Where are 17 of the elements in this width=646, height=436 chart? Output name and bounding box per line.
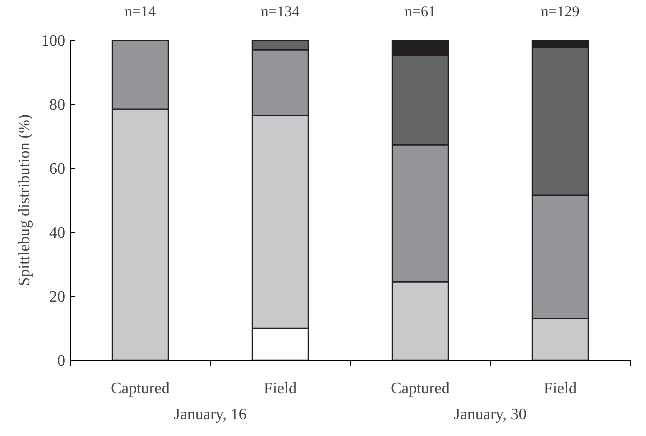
y-tick-label: 100 — [42, 33, 66, 50]
text: January, 30 — [454, 406, 527, 424]
x-tick-label: Field — [544, 380, 577, 398]
text: n=134 — [261, 4, 300, 20]
text: n=61 — [405, 4, 436, 20]
text: n=129 — [541, 4, 580, 20]
x-tick-label: Captured — [111, 380, 170, 398]
y-tick-label: 40 — [50, 225, 66, 242]
x-tick-label: Field — [264, 380, 297, 398]
y-tick-label: 0 — [58, 353, 66, 370]
x-tick-label: Captured — [391, 380, 450, 398]
y-tick-label: 80 — [50, 97, 66, 114]
text: n=14 — [125, 4, 156, 20]
y-axis-title: Spittlebug distribution (%) — [16, 114, 34, 286]
y-tick-label: 20 — [50, 289, 66, 306]
text: January, 16 — [174, 406, 247, 424]
y-tick-label: 60 — [50, 161, 66, 178]
